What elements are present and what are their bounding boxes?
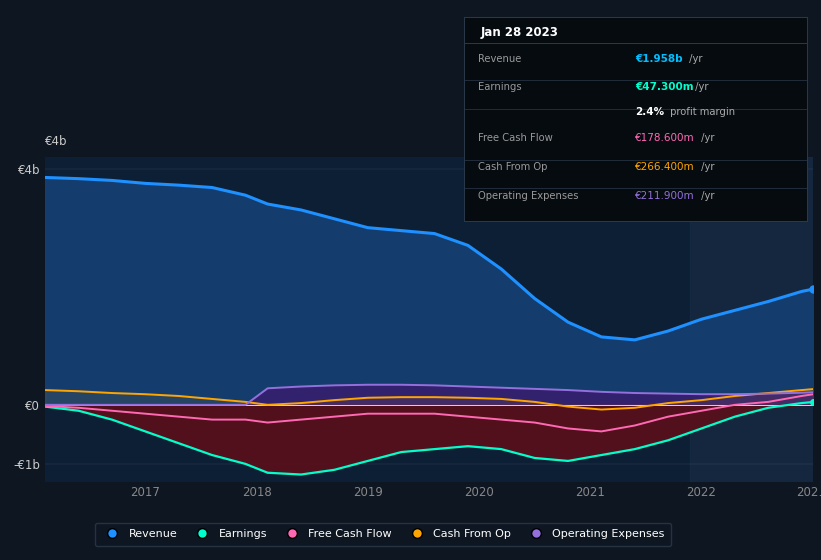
Text: profit margin: profit margin xyxy=(667,107,735,116)
Text: Jan 28 2023: Jan 28 2023 xyxy=(481,26,559,39)
Text: €4b: €4b xyxy=(45,136,67,148)
Text: Cash From Op: Cash From Op xyxy=(478,162,547,172)
Text: 2.4%: 2.4% xyxy=(635,107,664,116)
Text: €178.600m: €178.600m xyxy=(635,133,695,143)
Text: €1.958b: €1.958b xyxy=(635,54,683,64)
Text: /yr: /yr xyxy=(692,82,709,92)
Text: Earnings: Earnings xyxy=(478,82,521,92)
Text: €47.300m: €47.300m xyxy=(635,82,694,92)
Text: Revenue: Revenue xyxy=(478,54,521,64)
Text: /yr: /yr xyxy=(698,162,714,172)
Text: /yr: /yr xyxy=(686,54,702,64)
Bar xyxy=(690,157,821,482)
Text: €266.400m: €266.400m xyxy=(635,162,695,172)
Legend: Revenue, Earnings, Free Cash Flow, Cash From Op, Operating Expenses: Revenue, Earnings, Free Cash Flow, Cash … xyxy=(94,522,672,546)
Text: /yr: /yr xyxy=(698,133,714,143)
Text: Free Cash Flow: Free Cash Flow xyxy=(478,133,553,143)
Text: /yr: /yr xyxy=(698,190,714,200)
Text: €211.900m: €211.900m xyxy=(635,190,695,200)
Text: Operating Expenses: Operating Expenses xyxy=(478,190,578,200)
